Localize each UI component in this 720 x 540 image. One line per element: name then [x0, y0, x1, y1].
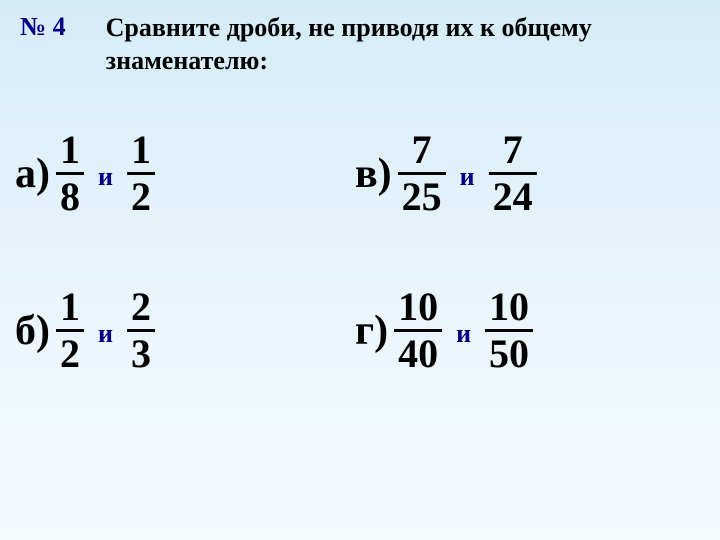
- fraction-d-2: 10 50: [485, 287, 533, 374]
- denominator: 3: [127, 329, 155, 374]
- task-title: Сравните дроби, не приводя их к общему з…: [106, 12, 592, 77]
- numerator: 1: [56, 130, 84, 172]
- problem-b: б) 1 2 и 2 3: [15, 287, 355, 374]
- numerator: 7: [408, 130, 436, 172]
- numerator: 10: [485, 287, 533, 329]
- fraction-b-2: 2 3: [127, 287, 155, 374]
- problem-a: а) 1 8 и 1 2: [15, 130, 355, 217]
- connector-a: и: [98, 156, 113, 192]
- fraction-c-1: 7 25: [398, 130, 446, 217]
- problem-letter-b: б): [15, 307, 50, 355]
- numerator: 1: [127, 130, 155, 172]
- fraction-b-1: 1 2: [56, 287, 84, 374]
- problem-row-2: б) 1 2 и 2 3 г) 10 40 и 10 50: [15, 287, 705, 374]
- problem-c: в) 7 25 и 7 24: [355, 130, 705, 217]
- fraction-a-1: 1 8: [56, 130, 84, 217]
- numerator: 7: [499, 130, 527, 172]
- problems-content: а) 1 8 и 1 2 в) 7 25 и 7 24: [15, 130, 705, 444]
- denominator: 50: [485, 329, 533, 374]
- fraction-d-1: 10 40: [394, 287, 442, 374]
- numerator: 1: [56, 287, 84, 329]
- connector-b: и: [98, 313, 113, 349]
- title-line-1: Сравните дроби, не приводя их к общему: [106, 13, 592, 42]
- problem-number: № 4: [20, 12, 66, 42]
- denominator: 24: [489, 172, 537, 217]
- fraction-a-2: 1 2: [127, 130, 155, 217]
- denominator: 2: [127, 172, 155, 217]
- problem-row-1: а) 1 8 и 1 2 в) 7 25 и 7 24: [15, 130, 705, 217]
- numerator: 2: [127, 287, 155, 329]
- problem-d: г) 10 40 и 10 50: [355, 287, 705, 374]
- numerator: 10: [394, 287, 442, 329]
- denominator: 8: [56, 172, 84, 217]
- problem-letter-d: г): [355, 307, 388, 355]
- fraction-c-2: 7 24: [489, 130, 537, 217]
- problem-letter-c: в): [355, 150, 392, 198]
- connector-d: и: [456, 313, 471, 349]
- title-line-2: знаменателю:: [106, 46, 268, 75]
- header: № 4 Сравните дроби, не приводя их к обще…: [20, 12, 700, 77]
- connector-c: и: [460, 156, 475, 192]
- denominator: 2: [56, 329, 84, 374]
- problem-letter-a: а): [15, 150, 50, 198]
- denominator: 40: [394, 329, 442, 374]
- denominator: 25: [398, 172, 446, 217]
